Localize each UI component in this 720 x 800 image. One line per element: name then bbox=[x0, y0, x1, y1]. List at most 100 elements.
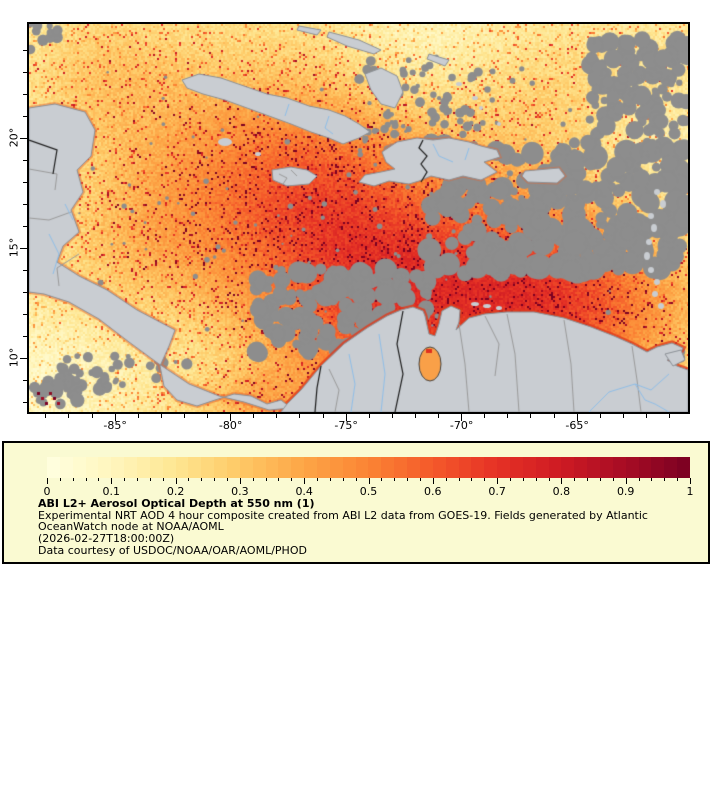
lat-tick-label: 15° bbox=[7, 238, 21, 258]
colorbar-segment bbox=[162, 457, 176, 478]
lat-minor-tick bbox=[23, 203, 27, 205]
colorbar-segment bbox=[265, 457, 279, 478]
colorbar-segment bbox=[175, 457, 189, 478]
lon-minor-tick bbox=[299, 414, 301, 418]
colorbar-segment bbox=[497, 457, 510, 478]
colorbar-segment bbox=[548, 457, 562, 478]
colorbar-tick-label: 0 bbox=[43, 485, 51, 498]
colorbar-segment bbox=[651, 457, 665, 478]
colorbar-segment bbox=[72, 457, 86, 478]
colorbar-segment bbox=[342, 457, 356, 478]
caption: ABI L2+ Aerosol Optical Depth at 550 nm … bbox=[38, 498, 648, 557]
colorbar-minor-tick bbox=[587, 478, 589, 481]
lon-tick-label: -85° bbox=[103, 419, 127, 432]
colorbar-minor-tick bbox=[394, 478, 396, 481]
colorbar-segment bbox=[445, 457, 459, 478]
colorbar-tick bbox=[47, 478, 48, 484]
colorbar-tick bbox=[625, 478, 627, 484]
colorbar-minor-tick bbox=[291, 478, 293, 481]
caption-timestamp: (2026-02-27T18:00:00Z) bbox=[38, 532, 175, 546]
colorbar-segment bbox=[664, 457, 678, 478]
colorbar-tick bbox=[561, 478, 563, 484]
colorbar-minor-tick bbox=[535, 478, 537, 481]
colorbar-segment bbox=[407, 457, 420, 478]
colorbar-minor-tick bbox=[445, 478, 447, 481]
colorbar-minor-tick bbox=[85, 478, 87, 481]
colorbar-segment bbox=[432, 457, 446, 478]
colorbar-segment bbox=[85, 457, 99, 478]
lon-tick bbox=[114, 414, 116, 421]
colorbar-tick-label: 0.2 bbox=[166, 485, 185, 498]
colorbar-tick bbox=[497, 478, 499, 484]
lat-minor-tick bbox=[23, 49, 27, 51]
lon-minor-tick bbox=[669, 414, 671, 418]
colorbar-minor-tick bbox=[419, 478, 421, 481]
colorbar-tick-label: 0.5 bbox=[359, 485, 378, 498]
lon-tick bbox=[230, 414, 232, 421]
colorbar-minor-tick bbox=[471, 478, 473, 481]
lon-minor-tick bbox=[484, 414, 486, 418]
colorbar-segment bbox=[381, 457, 395, 478]
caption-credit: Data courtesy of USDOC/NOAA/OAR/AOML/PHO… bbox=[38, 543, 307, 557]
legend-box: 0 0.1 0.2 0.3 0.4 0.5 0.6 0.7 0.8 0.9 1 ABI L2+ Ae… bbox=[2, 441, 710, 564]
lon-tick-label: -80° bbox=[218, 419, 243, 432]
colorbar-segment bbox=[47, 457, 60, 478]
colorbar-segment bbox=[677, 457, 690, 478]
colorbar-segment bbox=[471, 457, 485, 478]
colorbar-minor-tick bbox=[599, 478, 601, 481]
colorbar-minor-tick bbox=[522, 478, 524, 481]
lon-minor-tick bbox=[160, 414, 162, 418]
colorbar-minor-tick bbox=[612, 478, 614, 481]
lon-tick-label: -70° bbox=[449, 419, 474, 432]
colorbar-segment bbox=[368, 457, 382, 478]
colorbar-minor-tick bbox=[484, 478, 486, 481]
caption-line-3: OceanWatch node at NOAA/AOML bbox=[38, 520, 224, 534]
colorbar-segment bbox=[239, 457, 253, 478]
lat-tick-label: 20° bbox=[7, 128, 21, 148]
colorbar-minor-tick bbox=[201, 478, 203, 481]
colorbar-segment bbox=[214, 457, 228, 478]
lat-minor-tick bbox=[23, 269, 27, 271]
colorbar-minor-tick bbox=[188, 478, 190, 481]
lon-minor-tick bbox=[368, 414, 370, 418]
lat-tick bbox=[20, 247, 27, 249]
colorbar-minor-tick bbox=[72, 478, 74, 481]
lon-minor-tick bbox=[183, 414, 185, 418]
colorbar-segment bbox=[458, 457, 472, 478]
lon-minor-tick bbox=[45, 414, 47, 418]
lat-tick bbox=[20, 357, 27, 359]
colorbar-tick-label: 0.7 bbox=[488, 485, 506, 498]
caption-line-2: Experimental NRT AOD 4 hour composite cr… bbox=[38, 508, 648, 522]
lon-minor-tick bbox=[414, 414, 416, 418]
colorbar-segment bbox=[59, 457, 73, 478]
colorbar-segment bbox=[509, 457, 523, 478]
lon-minor-tick bbox=[507, 414, 509, 418]
colorbar-segment bbox=[599, 457, 613, 478]
colorbar-tick bbox=[432, 478, 434, 484]
colorbar-minor-tick bbox=[342, 478, 344, 481]
colorbar-segment bbox=[304, 457, 318, 478]
colorbar-segment bbox=[419, 457, 433, 478]
lat-minor-tick bbox=[23, 159, 27, 161]
colorbar-segment bbox=[252, 457, 266, 478]
lon-minor-tick bbox=[530, 414, 532, 418]
colorbar-segment bbox=[201, 457, 215, 478]
lat-minor-tick bbox=[23, 181, 27, 183]
colorbar-minor-tick bbox=[381, 478, 383, 481]
lon-minor-tick bbox=[391, 414, 393, 418]
colorbar-segment bbox=[188, 457, 202, 478]
colorbar-minor-tick bbox=[574, 478, 576, 481]
colorbar-tick bbox=[368, 478, 370, 484]
colorbar bbox=[47, 457, 690, 478]
colorbar-minor-tick bbox=[651, 478, 653, 481]
colorbar-minor-tick bbox=[59, 478, 61, 481]
colorbar-minor-tick bbox=[317, 478, 319, 481]
colorbar-tick-label: 0.9 bbox=[616, 485, 635, 498]
lat-tick bbox=[20, 137, 27, 139]
lon-minor-tick bbox=[137, 414, 139, 418]
lon-minor-tick bbox=[553, 414, 555, 418]
lat-minor-tick bbox=[23, 291, 27, 293]
aod-map bbox=[27, 22, 690, 414]
lon-minor-tick bbox=[207, 414, 209, 418]
colorbar-minor-tick bbox=[355, 478, 357, 481]
